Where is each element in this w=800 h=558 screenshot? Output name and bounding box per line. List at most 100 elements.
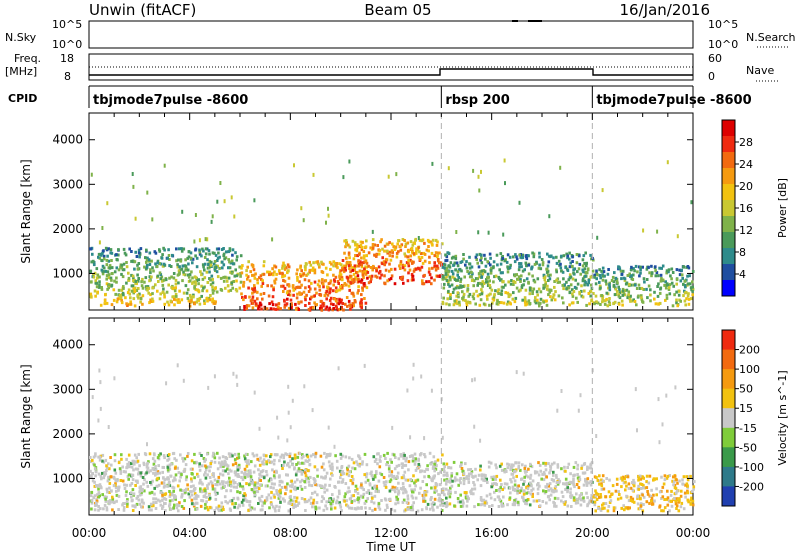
heatmap-cell [135, 255, 139, 258]
heatmap-cell [552, 489, 555, 493]
heatmap-cell [108, 481, 112, 485]
heatmap-cell [329, 497, 332, 501]
heatmap-cell [162, 481, 166, 485]
heatmap-cell [134, 467, 138, 471]
heatmap-cell [158, 249, 162, 253]
heatmap-cell [530, 266, 533, 270]
heatmap-cell [287, 276, 291, 280]
heatmap-cell [590, 470, 593, 474]
heatmap-cell [106, 479, 110, 483]
heatmap-cell [588, 499, 592, 503]
heatmap-cell [438, 275, 442, 278]
heatmap-cell [669, 499, 673, 503]
heatmap-cell [290, 302, 293, 306]
heatmap-cell [105, 495, 108, 499]
heatmap-cell [134, 484, 137, 487]
heatmap-cell [362, 492, 366, 496]
heatmap-cell [388, 464, 391, 468]
heatmap-cell [415, 250, 418, 254]
heatmap-cell [190, 477, 193, 481]
heatmap-cell [245, 482, 248, 486]
heatmap-cell [204, 237, 207, 242]
heatmap-cell [120, 301, 124, 305]
heatmap-cell [686, 484, 689, 488]
heatmap-cell [161, 498, 164, 502]
heatmap-cell [649, 288, 652, 292]
heatmap-cell [121, 465, 124, 469]
heatmap-cell [203, 302, 206, 305]
heatmap-cell [350, 291, 354, 295]
heatmap-cell [350, 457, 354, 461]
heatmap-cell [117, 494, 121, 498]
heatmap-cell [195, 507, 199, 511]
heatmap-cell [355, 249, 359, 253]
heatmap-cell [229, 489, 233, 493]
heatmap-cell [422, 282, 426, 286]
heatmap-cell [148, 491, 152, 495]
heatmap-cell [410, 273, 414, 276]
heatmap-cell [337, 282, 340, 285]
heatmap-cell [666, 474, 670, 478]
heatmap-cell [175, 247, 178, 251]
heatmap-cell [174, 286, 177, 290]
heatmap-cell [152, 462, 156, 466]
heatmap-cell [665, 271, 668, 275]
heatmap-cell [356, 462, 360, 466]
heatmap-cell [212, 299, 216, 303]
heatmap-cell [532, 252, 536, 256]
heatmap-cell [686, 274, 689, 278]
heatmap-cell [409, 435, 412, 440]
heatmap-cell [245, 459, 248, 463]
heatmap-cell [438, 493, 442, 497]
heatmap-cell [206, 258, 209, 262]
heatmap-cell [595, 269, 598, 273]
heatmap-cell [608, 288, 612, 292]
heatmap-cell [344, 482, 348, 485]
heatmap-cell [541, 500, 545, 503]
heatmap-cell [313, 271, 317, 275]
heatmap-cell [265, 460, 268, 464]
heatmap-cell [392, 474, 396, 478]
heatmap-cell [660, 266, 663, 270]
heatmap-cell [620, 272, 624, 276]
heatmap-cell [513, 503, 517, 507]
heatmap-cell [296, 469, 300, 473]
heatmap-cell [97, 505, 100, 508]
heatmap-cell [101, 226, 104, 230]
heatmap-cell [359, 240, 363, 244]
heatmap-cell [331, 493, 334, 497]
heatmap-cell [642, 288, 645, 291]
heatmap-cell [533, 470, 537, 474]
heatmap-cell [687, 500, 690, 504]
heatmap-cell [146, 442, 148, 447]
heatmap-cell [356, 506, 360, 510]
heatmap-cell [381, 262, 384, 266]
heatmap-cell [159, 273, 163, 277]
heatmap-cell [423, 241, 426, 245]
heatmap-cell [178, 289, 181, 293]
heatmap-cell [246, 459, 250, 463]
heatmap-cell [414, 484, 417, 488]
heatmap-cell [442, 467, 446, 471]
heatmap-cell [113, 459, 117, 463]
heatmap-cell [574, 501, 578, 505]
heatmap-cell [355, 277, 359, 281]
heatmap-cell [174, 495, 177, 499]
heatmap-cell [589, 483, 593, 487]
heatmap-cell [505, 470, 508, 473]
heatmap-cell [391, 250, 394, 254]
heatmap-cell [446, 474, 449, 478]
heatmap-cell [414, 238, 417, 242]
heatmap-cell [304, 471, 307, 475]
heatmap-cell [136, 467, 140, 471]
heatmap-cell [599, 495, 603, 499]
heatmap-cell [391, 242, 394, 246]
heatmap-cell [303, 278, 307, 282]
heatmap-cell [533, 299, 537, 303]
heatmap-cell [589, 480, 593, 484]
heatmap-cell [207, 385, 210, 390]
heatmap-cell [147, 286, 151, 290]
heatmap-cell [205, 289, 209, 293]
heatmap-cell [639, 502, 643, 506]
heatmap-cell [162, 454, 166, 458]
